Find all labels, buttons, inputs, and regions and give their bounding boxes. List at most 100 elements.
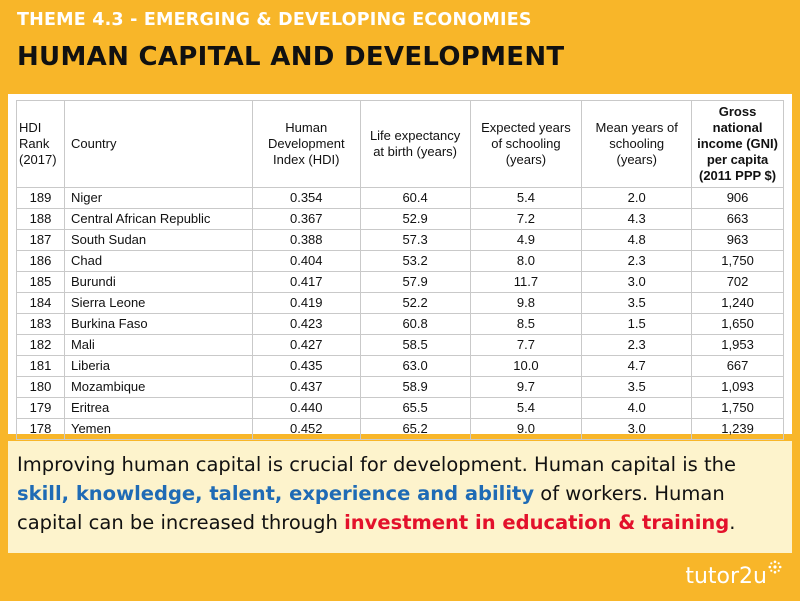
header-hdi-rank: HDI Rank (2017) [16, 100, 65, 188]
logo-text: tutor2u [685, 564, 767, 589]
cell-country: Mozambique [63, 376, 253, 398]
cell-hdi: 0.404 [251, 250, 361, 272]
cell-country: Central African Republic [63, 208, 253, 230]
cell-expected-schooling: 8.5 [469, 313, 583, 335]
cell-mean-schooling: 2.3 [581, 334, 693, 356]
cell-hdi: 0.367 [251, 208, 361, 230]
cell-hdi: 0.417 [251, 271, 361, 293]
cell-mean-schooling: 1.5 [581, 313, 693, 335]
cell-life-expectancy: 65.2 [359, 418, 471, 440]
cell-hdi: 0.354 [251, 187, 361, 209]
cell-rank: 185 [16, 271, 65, 293]
table-row: 186 Chad 0.404 53.2 8.0 2.3 1,750 [16, 250, 784, 272]
cell-country: Liberia [63, 355, 253, 377]
cell-gni: 1,953 [691, 334, 784, 356]
table-row: 188 Central African Republic 0.367 52.9 7.2 4… [16, 208, 784, 230]
cell-country: Burundi [63, 271, 253, 293]
cell-gni: 702 [691, 271, 784, 293]
cell-mean-schooling: 4.8 [581, 229, 693, 251]
cell-life-expectancy: 58.9 [359, 376, 471, 398]
cell-mean-schooling: 2.0 [581, 187, 693, 209]
cell-country: Yemen [63, 418, 253, 440]
cell-expected-schooling: 5.4 [469, 187, 583, 209]
header-gni: Gross national income (GNI) per capita (… [691, 100, 784, 188]
table-row: 184 Sierra Leone 0.419 52.2 9.8 3.5 1,240 [16, 292, 784, 314]
table-row: 187 South Sudan 0.388 57.3 4.9 4.8 963 [16, 229, 784, 251]
theme-label: THEME 4.3 - EMERGING & DEVELOPING ECONOM… [17, 10, 532, 30]
cell-hdi: 0.437 [251, 376, 361, 398]
table-row: 179 Eritrea 0.440 65.5 5.4 4.0 1,750 [16, 397, 784, 419]
cell-rank: 182 [16, 334, 65, 356]
sunburst-icon [768, 560, 782, 574]
header-mean-schooling: Mean years of schooling (years) [581, 100, 693, 188]
highlight-investment: investment in education & training [344, 511, 730, 534]
table-header-row: HDI Rank (2017) Country Human Developmen… [16, 100, 784, 188]
cell-life-expectancy: 63.0 [359, 355, 471, 377]
header-life-expectancy: Life expectancy at birth (years) [359, 100, 471, 188]
tutor2u-logo: tutor2u [685, 560, 782, 589]
cell-country: Sierra Leone [63, 292, 253, 314]
table-row: 183 Burkina Faso 0.423 60.8 8.5 1.5 1,650 [16, 313, 784, 335]
cell-life-expectancy: 60.4 [359, 187, 471, 209]
header-hdi: Human Development Index (HDI) [251, 100, 361, 188]
cell-hdi: 0.440 [251, 397, 361, 419]
cell-gni: 906 [691, 187, 784, 209]
cell-rank: 178 [16, 418, 65, 440]
cell-country: Niger [63, 187, 253, 209]
cell-expected-schooling: 9.7 [469, 376, 583, 398]
cell-mean-schooling: 4.7 [581, 355, 693, 377]
cell-life-expectancy: 57.3 [359, 229, 471, 251]
hdi-table: HDI Rank (2017) Country Human Developmen… [16, 100, 784, 440]
cell-country: South Sudan [63, 229, 253, 251]
cell-mean-schooling: 2.3 [581, 250, 693, 272]
cell-gni: 1,750 [691, 397, 784, 419]
cell-mean-schooling: 4.3 [581, 208, 693, 230]
cell-rank: 181 [16, 355, 65, 377]
cell-expected-schooling: 9.8 [469, 292, 583, 314]
table-row: 182 Mali 0.427 58.5 7.7 2.3 1,953 [16, 334, 784, 356]
cell-mean-schooling: 3.0 [581, 418, 693, 440]
cell-hdi: 0.452 [251, 418, 361, 440]
cell-rank: 189 [16, 187, 65, 209]
cell-expected-schooling: 11.7 [469, 271, 583, 293]
cell-life-expectancy: 52.2 [359, 292, 471, 314]
cell-life-expectancy: 60.8 [359, 313, 471, 335]
cell-expected-schooling: 7.2 [469, 208, 583, 230]
cell-expected-schooling: 4.9 [469, 229, 583, 251]
cell-country: Chad [63, 250, 253, 272]
cell-hdi: 0.388 [251, 229, 361, 251]
cell-expected-schooling: 8.0 [469, 250, 583, 272]
slide-header: THEME 4.3 - EMERGING & DEVELOPING ECONOM… [0, 0, 800, 85]
cell-mean-schooling: 3.0 [581, 271, 693, 293]
slide-title: HUMAN CAPITAL AND DEVELOPMENT [17, 42, 565, 72]
cell-hdi: 0.435 [251, 355, 361, 377]
cell-rank: 184 [16, 292, 65, 314]
table-body: 189 Niger 0.354 60.4 5.4 2.0 906 188 Central Afr… [16, 187, 784, 440]
cell-gni: 1,750 [691, 250, 784, 272]
cell-mean-schooling: 3.5 [581, 376, 693, 398]
header-country: Country [63, 100, 253, 188]
info-text: Improving human capital is crucial for d… [17, 453, 737, 534]
cell-gni: 1,650 [691, 313, 784, 335]
table-row: 185 Burundi 0.417 57.9 11.7 3.0 702 [16, 271, 784, 293]
cell-life-expectancy: 65.5 [359, 397, 471, 419]
table-card: HDI Rank (2017) Country Human Developmen… [8, 94, 792, 440]
highlight-skills: skill, knowledge, talent, experience and… [17, 482, 535, 505]
cell-life-expectancy: 53.2 [359, 250, 471, 272]
cell-gni: 1,240 [691, 292, 784, 314]
cell-expected-schooling: 7.7 [469, 334, 583, 356]
cell-expected-schooling: 9.0 [469, 418, 583, 440]
cell-gni: 667 [691, 355, 784, 377]
cell-expected-schooling: 10.0 [469, 355, 583, 377]
cell-hdi: 0.427 [251, 334, 361, 356]
header-expected-schooling: Expected years of schooling (years) [469, 100, 583, 188]
cell-hdi: 0.423 [251, 313, 361, 335]
table-row: 178 Yemen 0.452 65.2 9.0 3.0 1,239 [16, 418, 784, 440]
cell-rank: 183 [16, 313, 65, 335]
cell-rank: 187 [16, 229, 65, 251]
cell-life-expectancy: 58.5 [359, 334, 471, 356]
cell-gni: 963 [691, 229, 784, 251]
cell-rank: 179 [16, 397, 65, 419]
table-row: 180 Mozambique 0.437 58.9 9.7 3.5 1,093 [16, 376, 784, 398]
cell-life-expectancy: 57.9 [359, 271, 471, 293]
